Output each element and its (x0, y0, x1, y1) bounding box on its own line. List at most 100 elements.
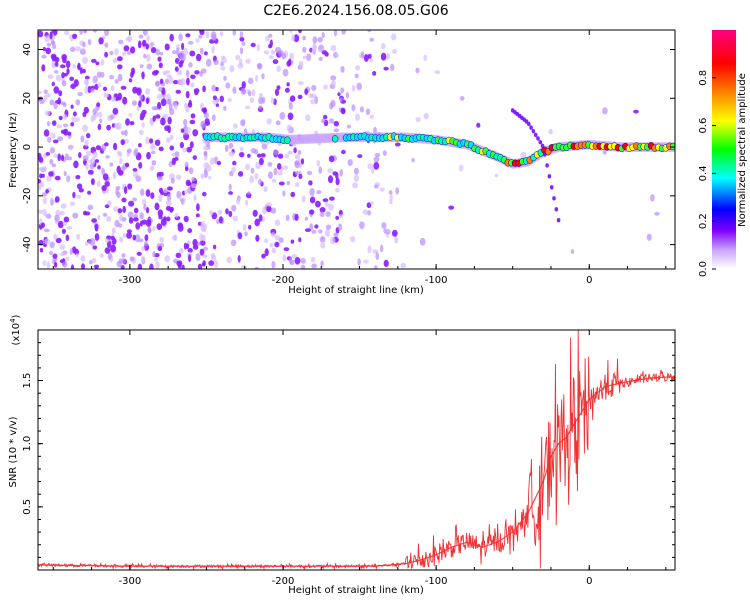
noise-dot (374, 153, 381, 157)
descending-trace-point (540, 143, 545, 148)
noise-dot (101, 167, 106, 176)
noise-dot (102, 212, 108, 217)
noise-dot (122, 51, 127, 56)
noise-dot (175, 89, 182, 94)
noise-dot (110, 244, 117, 253)
noise-dot (302, 55, 307, 60)
noise-dot (395, 187, 400, 195)
noise-dot (51, 120, 57, 126)
noise-dot (202, 191, 207, 197)
noise-dot (520, 151, 527, 159)
noise-dot (269, 243, 274, 248)
noise-dot (128, 113, 133, 117)
y-tick-label: 1.5 (22, 373, 33, 389)
noise-dot (154, 202, 160, 211)
noise-dot (120, 139, 126, 146)
noise-dot (458, 164, 464, 172)
noise-dot (311, 263, 317, 269)
noise-dot (51, 60, 55, 69)
noise-dot (328, 155, 335, 163)
trace-point (331, 135, 339, 143)
noise-dot (333, 30, 338, 37)
noise-dot (110, 85, 115, 91)
noise-dot (188, 254, 192, 262)
snr-point (603, 386, 606, 388)
descending-trace-point (527, 121, 531, 127)
noise-dot (104, 42, 109, 48)
noise-dot (203, 223, 208, 230)
noise-dot (41, 222, 45, 228)
noise-dot (247, 153, 251, 158)
noise-dot (310, 257, 316, 263)
noise-dot (195, 253, 201, 261)
noise-dot (225, 82, 231, 89)
noise-dot (209, 210, 214, 215)
noise-dot (298, 173, 303, 180)
noise-dot (335, 215, 340, 220)
noise-dot (160, 243, 165, 248)
noise-dot (126, 232, 133, 239)
noise-dot (120, 85, 127, 90)
noise-dot (126, 148, 132, 154)
noise-dot (208, 260, 215, 266)
noise-dot (139, 220, 143, 227)
noise-dot (138, 238, 144, 243)
noise-dot (135, 175, 142, 182)
noise-dot (45, 189, 49, 194)
noise-dot (118, 170, 124, 176)
noise-dot (381, 42, 386, 50)
noise-dot (367, 53, 372, 59)
noise-dot (193, 88, 200, 94)
noise-dot (187, 40, 194, 45)
noise-dot (76, 117, 80, 122)
noise-dot (180, 78, 186, 86)
noise-dot (38, 183, 42, 191)
y-tick-label: -20 (22, 188, 33, 204)
x-tick-label: -100 (425, 576, 448, 587)
noise-dot (72, 111, 77, 117)
noise-dot (42, 208, 47, 217)
noise-dot (104, 142, 109, 147)
noise-dot (205, 58, 212, 67)
noise-dot (329, 196, 335, 201)
noise-dot (62, 123, 69, 128)
noise-dot (250, 42, 256, 48)
noise-dot (298, 237, 302, 243)
noise-dot (285, 214, 290, 222)
noise-dot (339, 97, 343, 103)
colorbar-axes: 0.0 0.2 0.4 0.6 0.8 (698, 70, 716, 277)
noise-dot (151, 160, 157, 166)
noise-dot (43, 89, 48, 95)
noise-dot (41, 64, 46, 72)
noise-dot (195, 213, 200, 218)
noise-dot (276, 65, 282, 72)
noise-dot (273, 167, 278, 176)
noise-dot (55, 74, 62, 82)
noise-dot (174, 213, 179, 218)
noise-dot (198, 30, 205, 33)
noise-dot (127, 183, 133, 190)
spectrogram-noise (38, 30, 660, 269)
noise-dot (121, 197, 127, 203)
noise-dot (322, 198, 329, 203)
noise-dot (271, 260, 276, 269)
noise-dot (77, 92, 83, 97)
noise-dot (138, 100, 142, 108)
noise-dot (301, 195, 306, 203)
trace-point (284, 136, 291, 144)
noise-dot (168, 76, 174, 85)
noise-dot (42, 196, 47, 205)
noise-dot (204, 51, 208, 56)
noise-dot (75, 175, 81, 180)
snr-y-axis-label: SNR (10 * v/v) (8, 416, 19, 487)
noise-dot (268, 55, 274, 60)
descending-trace-point (543, 152, 547, 157)
noise-dot (78, 188, 85, 193)
noise-dot (366, 210, 372, 216)
noise-dot (264, 248, 269, 257)
noise-dot (319, 211, 325, 217)
noise-dot (494, 173, 499, 178)
noise-dot (231, 167, 236, 173)
noise-dot (291, 34, 295, 41)
